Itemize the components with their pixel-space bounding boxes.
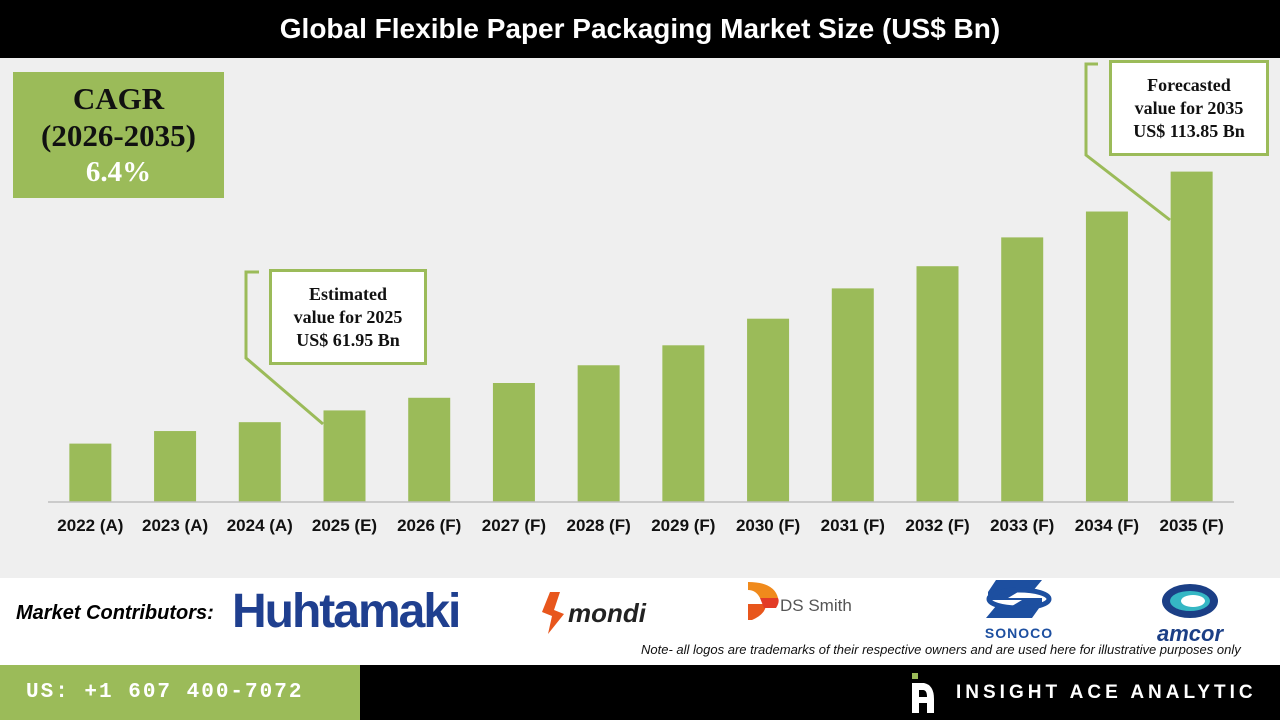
chart-title-bar: Global Flexible Paper Packaging Market S… [0,0,1280,58]
bar-13 [1170,171,1213,502]
x-tick-label-12: 2034 (F) [1075,516,1139,535]
bar-6 [577,365,620,502]
ds-smith-logo: DS Smith [746,580,852,622]
amcor-mark-icon [1162,584,1218,618]
sonoco-logo: SONOCO [968,578,1070,641]
chart-title: Global Flexible Paper Packaging Market S… [279,13,1001,44]
callout-forecasted-line2: value for 2035 [1134,97,1244,118]
mondi-mark-icon [542,592,564,634]
mondi-logo: mondi [542,592,646,634]
estimated-callout-connector [244,270,324,426]
x-tick-label-6: 2028 (F) [567,516,631,535]
trademark-note: Note- all logos are trademarks of their … [641,642,1241,657]
bar-7 [662,345,705,502]
bar-9 [831,288,874,502]
bar-8 [747,318,790,502]
phone-contact[interactable]: US: +1 607 400-7072 [0,665,360,720]
x-tick-label-9: 2031 (F) [821,516,885,535]
footer: US: +1 607 400-7072 INSIGHT ACE ANALYTIC [0,665,1280,720]
sonoco-logo-text: SONOCO [984,625,1054,641]
bar-series [69,171,1213,503]
x-tick-label-0: 2022 (A) [57,516,123,535]
brand: INSIGHT ACE ANALYTIC [910,665,1257,720]
chart-area: 2022 (A) 2023 (A) 2024 (A) 2025 (E) 2026 (F)… [0,58,1280,578]
x-tick-label-11: 2033 (F) [990,516,1054,535]
cagr-label: CAGR [72,81,165,116]
bar-chart: 2022 (A) 2023 (A) 2024 (A) 2025 (E) 2026 (F)… [48,62,1234,535]
ds-smith-logo-text: DS Smith [780,596,852,615]
forecasted-callout-connector [1084,62,1171,222]
huhtamaki-logo: Huhtamaki [232,584,461,639]
sonoco-mark-icon [986,580,1052,618]
callout-connectors [244,62,1171,426]
insight-ace-logo-icon [912,672,934,713]
x-tick-label-3: 2025 (E) [312,516,377,535]
callout-forecasted-line1: Forecasted [1147,74,1231,95]
forecasted-value-callout: Forecasted value for 2035 US$ 113.85 Bn [1109,60,1269,156]
amcor-logo-text: amcor [1156,621,1224,646]
callout-estimated-line2: value for 2025 [293,306,403,327]
x-tick-label-13: 2035 (F) [1160,516,1224,535]
callout-estimated-value: US$ 61.95 Bn [296,329,400,350]
cagr-period: (2026-2035) [41,118,196,153]
market-contributors-label: Market Contributors: [16,602,214,624]
bar-1 [154,431,197,502]
x-tick-label-2: 2024 (A) [227,516,293,535]
bar-11 [1001,237,1044,503]
x-tick-label-8: 2030 (F) [736,516,800,535]
brand-name: INSIGHT ACE ANALYTIC [956,681,1257,703]
x-tick-label-4: 2026 (F) [397,516,461,535]
contributors-band: Market Contributors: Huhtamaki mondi DS … [0,578,1280,665]
cagr-value: 6.4% [85,156,152,188]
cagr-box: CAGR (2026-2035) 6.4% [13,72,224,198]
huhtamaki-logo-text: Huhtamaki [232,585,461,638]
amcor-logo: amcor [1140,582,1240,647]
bar-3 [323,410,366,502]
x-tick-label-10: 2032 (F) [905,516,969,535]
mondi-logo-text: mondi [568,597,646,628]
x-tick-label-7: 2029 (F) [651,516,715,535]
bar-5 [492,383,535,502]
bar-2 [238,422,281,502]
bar-10 [916,266,959,502]
callout-estimated-line1: Estimated [309,283,387,304]
phone-number[interactable]: US: +1 607 400-7072 [26,681,304,704]
bar-12 [1085,211,1128,503]
bar-0 [69,443,112,502]
bar-4 [408,397,451,502]
x-tick-label-1: 2023 (A) [142,516,208,535]
x-tick-labels: 2022 (A) 2023 (A) 2024 (A) 2025 (E) 2026 (F)… [57,516,1223,535]
x-tick-label-5: 2027 (F) [482,516,546,535]
callout-forecasted-value: US$ 113.85 Bn [1133,120,1245,141]
ds-smith-mark-icon [748,582,779,620]
estimated-value-callout: Estimated value for 2025 US$ 61.95 Bn [269,269,427,365]
